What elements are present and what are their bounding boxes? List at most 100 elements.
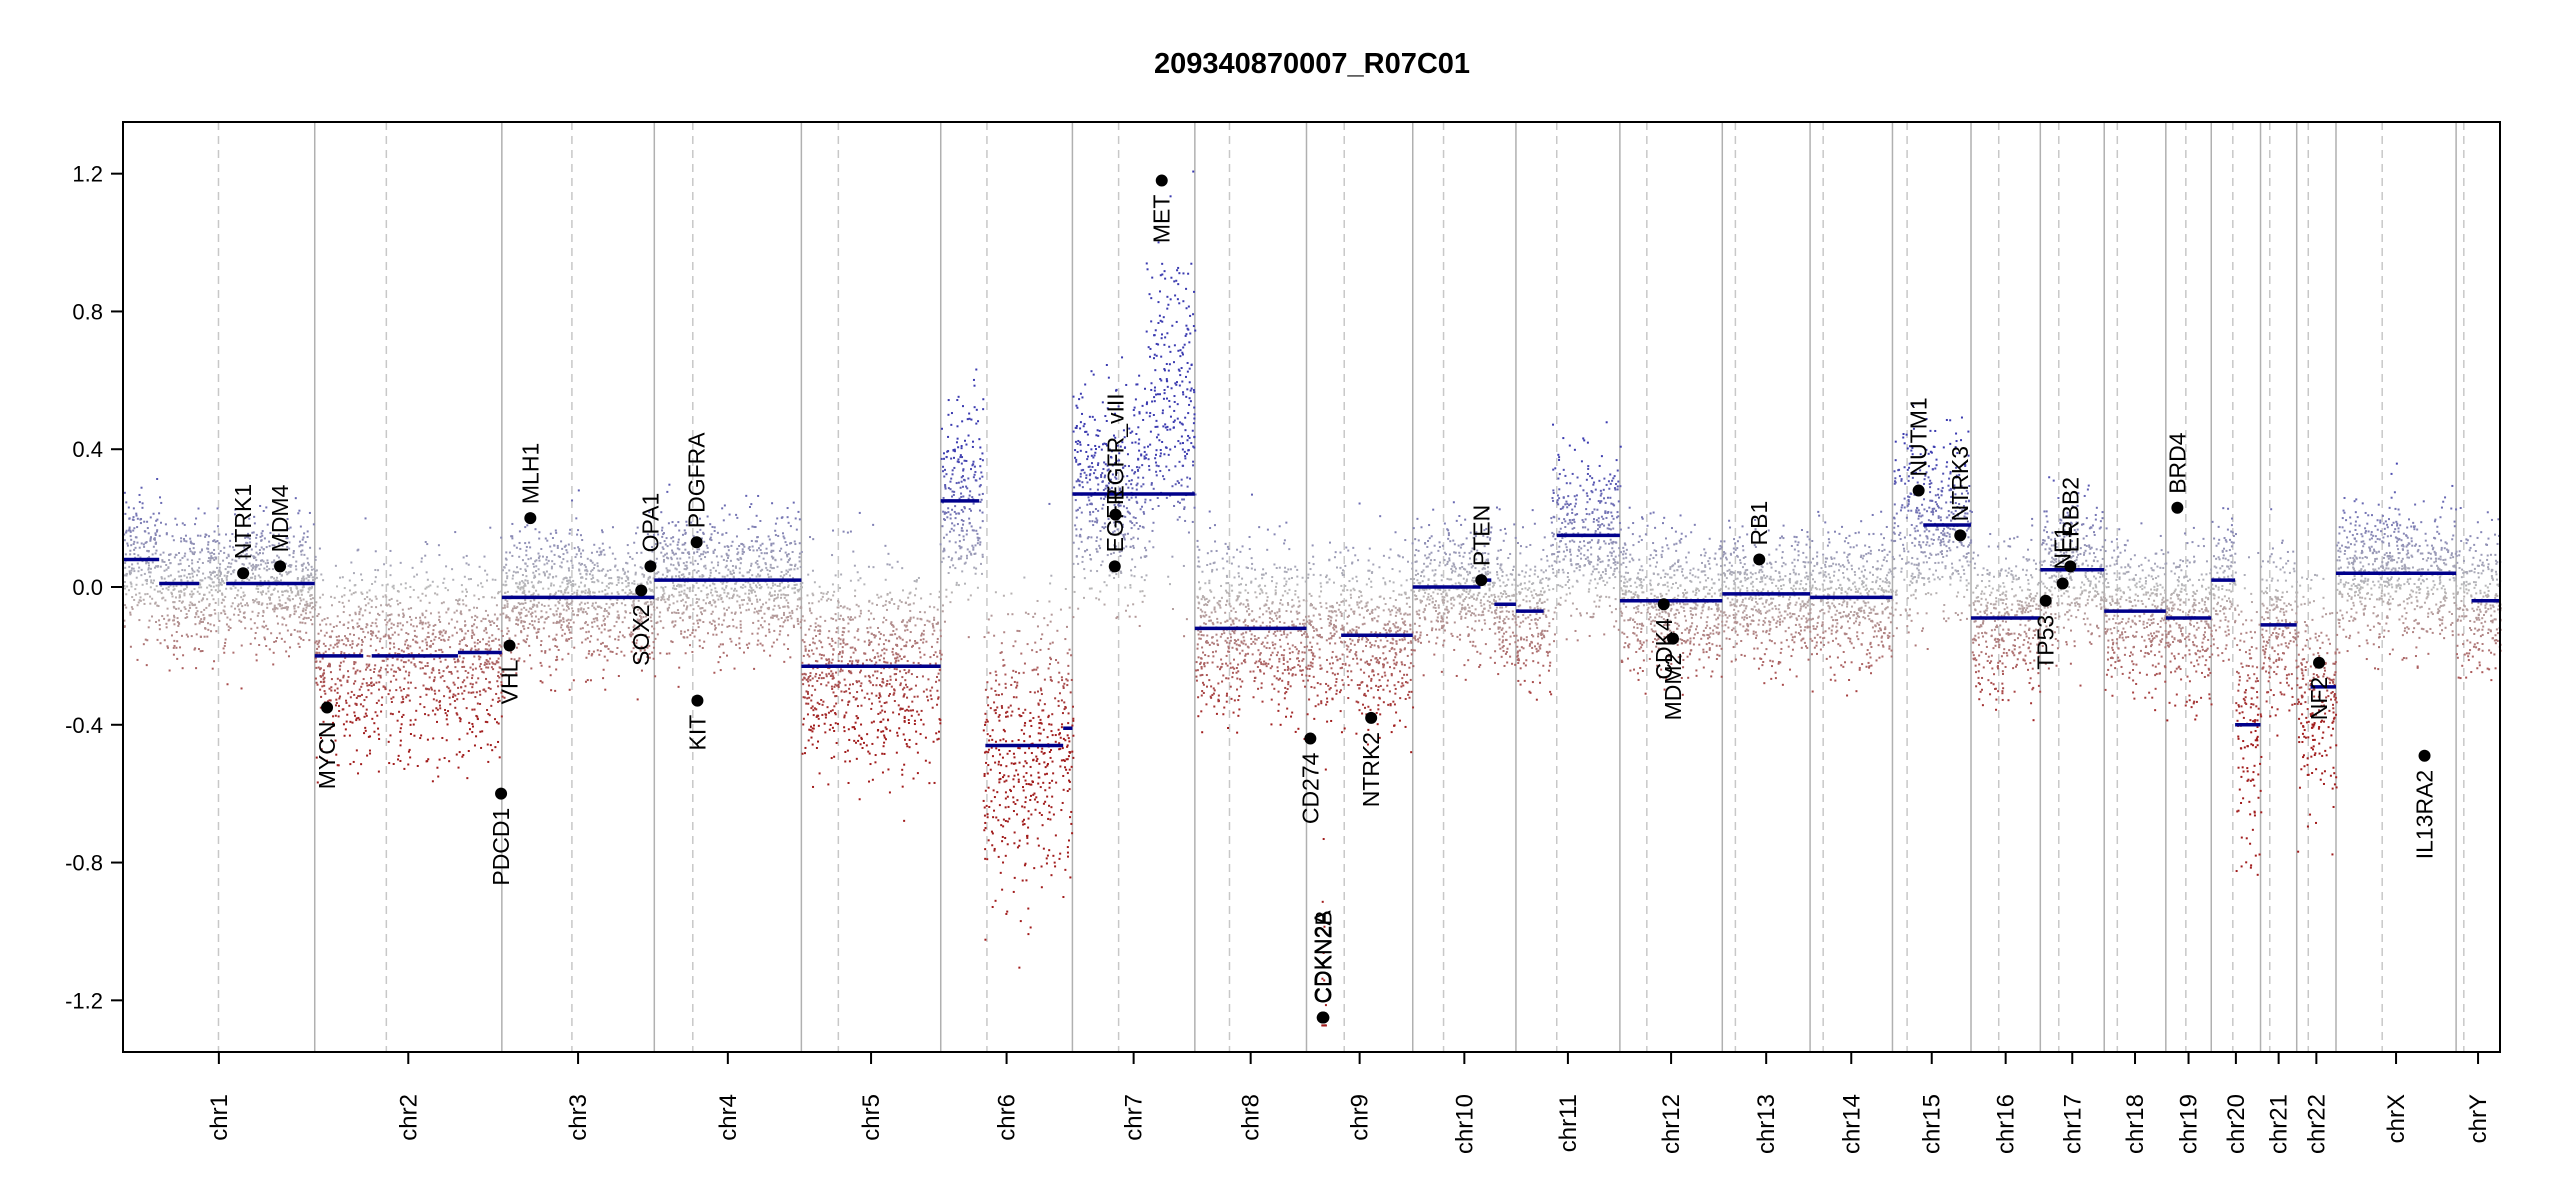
probe-point — [644, 615, 647, 618]
probe-point — [588, 592, 591, 595]
probe-point — [696, 619, 699, 622]
probe-point — [871, 702, 874, 705]
probe-point — [798, 518, 801, 521]
probe-point — [839, 670, 842, 673]
probe-point — [315, 652, 318, 655]
probe-point — [856, 571, 859, 574]
probe-point — [189, 540, 192, 543]
probe-point — [290, 564, 293, 567]
probe-point — [420, 621, 423, 624]
probe-point — [1024, 796, 1027, 799]
probe-point — [496, 680, 499, 683]
probe-point — [280, 607, 283, 610]
probe-point — [614, 638, 617, 641]
probe-point — [415, 573, 418, 576]
probe-point — [420, 734, 423, 737]
probe-point — [184, 552, 187, 555]
probe-point — [457, 766, 460, 769]
probe-point — [1003, 664, 1006, 667]
probe-point — [607, 586, 610, 589]
probe-point — [556, 544, 559, 547]
probe-point — [736, 594, 739, 597]
probe-point — [381, 646, 384, 649]
probe-point — [436, 708, 439, 711]
probe-point — [396, 625, 399, 628]
probe-point — [681, 598, 684, 601]
probe-point — [679, 584, 682, 587]
probe-point — [922, 638, 925, 641]
probe-point — [374, 550, 377, 553]
probe-point — [605, 585, 608, 588]
probe-point — [670, 537, 673, 540]
probe-point — [877, 596, 880, 599]
probe-point — [354, 670, 357, 673]
probe-point — [793, 587, 796, 590]
probe-point — [626, 544, 629, 547]
probe-point — [483, 555, 486, 558]
probe-point — [746, 571, 749, 574]
probe-point — [205, 606, 208, 609]
probe-point — [778, 589, 781, 592]
probe-point — [387, 634, 390, 637]
probe-point — [570, 583, 573, 586]
probe-point — [563, 545, 566, 548]
probe-point — [751, 545, 754, 548]
probe-point — [739, 626, 742, 629]
probe-point — [818, 633, 821, 636]
probe-point — [540, 548, 543, 551]
probe-point — [481, 730, 484, 733]
probe-point — [475, 626, 478, 629]
probe-point — [314, 657, 317, 660]
probe-point — [127, 529, 130, 532]
probe-point — [266, 569, 269, 572]
probe-point — [837, 680, 840, 683]
probe-point — [173, 623, 176, 626]
probe-point — [908, 639, 911, 642]
probe-point — [603, 623, 606, 626]
probe-point — [359, 627, 362, 630]
probe-point — [818, 629, 821, 632]
probe-point — [925, 640, 928, 643]
probe-point — [362, 630, 365, 633]
probe-point — [465, 588, 468, 591]
probe-point — [342, 676, 345, 679]
probe-point — [200, 611, 203, 614]
probe-point — [1060, 809, 1063, 812]
probe-point — [143, 572, 146, 575]
probe-point — [532, 584, 535, 587]
probe-point — [672, 581, 675, 584]
probe-point — [805, 678, 808, 681]
probe-point — [194, 523, 197, 526]
probe-point — [568, 532, 571, 535]
probe-point — [867, 750, 870, 753]
probe-point — [287, 584, 290, 587]
probe-point — [402, 661, 405, 664]
probe-point — [156, 590, 159, 593]
probe-point — [939, 635, 942, 638]
probe-point — [424, 616, 427, 619]
probe-point — [321, 619, 324, 622]
probe-point — [319, 660, 322, 663]
probe-point — [206, 586, 209, 589]
probe-point — [268, 585, 271, 588]
probe-point — [180, 579, 183, 582]
probe-point — [419, 667, 422, 670]
probe-point — [692, 586, 695, 589]
probe-point — [671, 641, 674, 644]
probe-point — [848, 660, 851, 663]
probe-point — [560, 626, 563, 629]
probe-point — [195, 606, 198, 609]
probe-point — [370, 677, 373, 680]
probe-point — [800, 597, 803, 600]
probe-point — [803, 696, 806, 699]
probe-point — [871, 742, 874, 745]
probe-point — [688, 573, 691, 576]
probe-point — [632, 641, 635, 644]
probe-point — [693, 569, 696, 572]
probe-point — [779, 582, 782, 585]
probe-point — [515, 546, 518, 549]
probe-point — [578, 585, 581, 588]
probe-point — [670, 640, 673, 643]
probe-point — [278, 580, 281, 583]
probe-point — [130, 582, 133, 585]
